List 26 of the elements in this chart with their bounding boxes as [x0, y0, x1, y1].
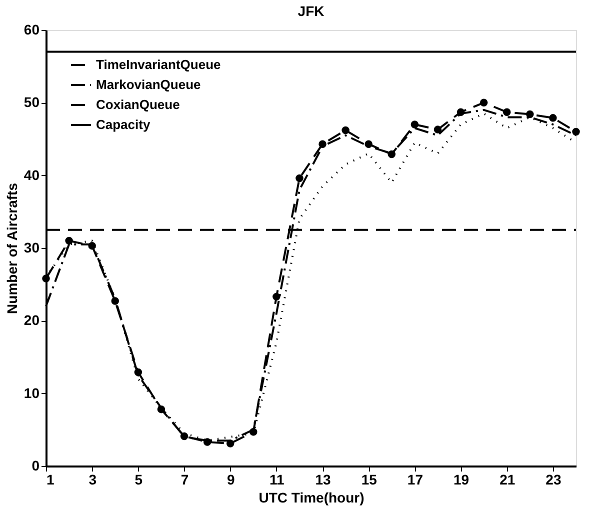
y-tick-label: 40 [24, 166, 40, 183]
x-tick-label: 19 [453, 472, 470, 488]
x-tick-label: 11 [270, 472, 285, 488]
x-tick-label: 7 [180, 472, 189, 488]
x-tick-label: 15 [361, 472, 378, 488]
legend-label: MarkovianQueue [96, 77, 201, 92]
x-tick-label: 21 [500, 472, 516, 488]
y-tick-label: 10 [24, 384, 40, 401]
x-tick-label: 23 [546, 472, 562, 488]
x-tick-label: 5 [134, 472, 143, 488]
y-tick-label: 0 [32, 458, 40, 474]
y-tick-label: 30 [24, 240, 40, 256]
legend-label: CoxianQueue [96, 97, 180, 112]
y-tick-label: 60 [24, 22, 40, 38]
legend-label: TimeInvariantQueue [96, 57, 221, 72]
x-tick-label: 13 [315, 472, 332, 488]
legend-label: Capacity [96, 117, 151, 132]
x-tick-label: 1 [46, 472, 54, 488]
y-tick-label: 50 [24, 94, 40, 110]
y-tick-label: 20 [24, 312, 40, 328]
x-axis-title: UTC Time(hour) [258, 490, 364, 506]
y-axis-title: Number of Aircrafts [4, 182, 20, 314]
x-tick-label: 9 [226, 472, 235, 488]
x-tick-label: 17 [407, 472, 424, 488]
chart-title: JFK [298, 3, 324, 19]
x-tick-label: 3 [88, 472, 97, 488]
